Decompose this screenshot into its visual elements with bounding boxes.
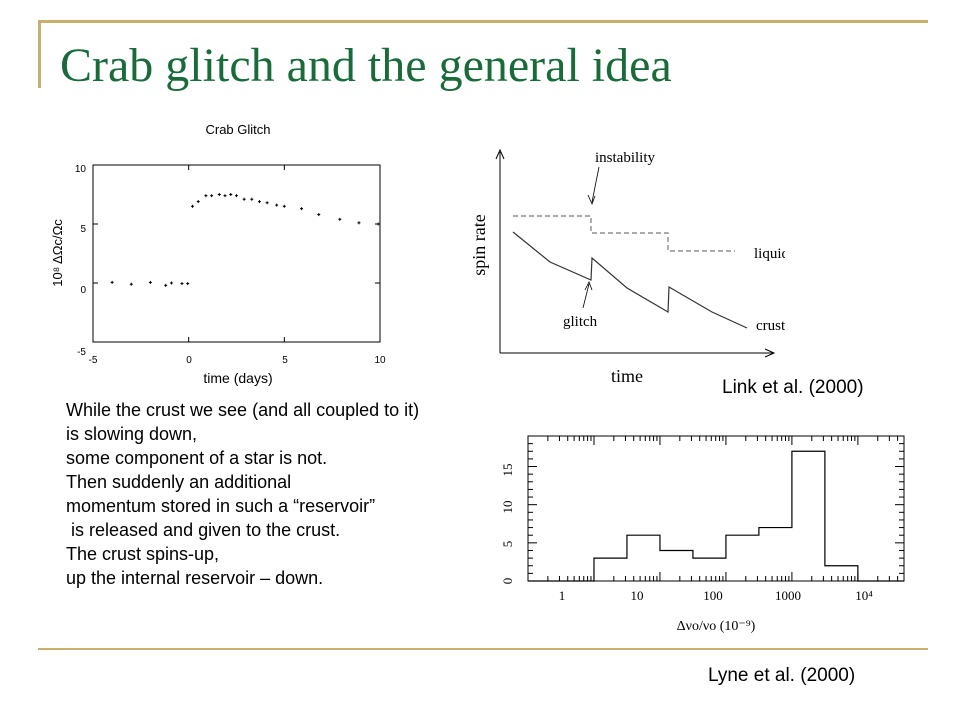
hist-xtick-1000: 1000 <box>775 588 801 603</box>
instability-label: instability <box>595 150 656 166</box>
text-line: The crust spins-up, <box>66 544 220 564</box>
data-point <box>217 193 221 196</box>
liquid-label: liquid <box>754 246 785 262</box>
crab-xtick-5: 5 <box>282 355 288 366</box>
data-point <box>204 194 208 198</box>
data-point <box>250 197 254 201</box>
hist-step-line <box>528 450 904 582</box>
data-point <box>282 204 286 208</box>
data-point <box>169 281 173 285</box>
model-xlabel: time <box>611 366 643 386</box>
crab-plot-frame <box>92 164 381 343</box>
data-point <box>196 200 200 204</box>
data-point <box>164 283 168 287</box>
hist-ytick-5: 5 <box>500 541 515 548</box>
slide-title: Crab glitch and the general idea <box>60 39 672 92</box>
hist-ticks <box>527 435 905 582</box>
data-point <box>110 280 114 284</box>
glitch-arrow <box>582 281 593 309</box>
citation-lyne: Lyne et al. (2000) <box>708 665 856 686</box>
data-point <box>242 197 246 201</box>
model-x-arrow <box>764 348 776 358</box>
data-point <box>129 282 133 286</box>
data-point <box>190 204 194 208</box>
data-point <box>265 201 269 205</box>
data-point <box>275 203 279 207</box>
hist-xtick-100: 100 <box>703 588 723 603</box>
hist-xtick-10000: 10⁴ <box>855 588 873 603</box>
explanation-text: While the crust we see (and all coupled … <box>66 398 419 590</box>
crab-ytick-neg5: -5 <box>77 347 86 358</box>
text-line: While the crust we see (and all coupled … <box>66 400 420 420</box>
glitch-label: glitch <box>563 314 598 330</box>
crab-chart-title: Crab Glitch <box>205 122 270 137</box>
instability-arrow <box>587 166 600 206</box>
hist-ytick-15: 15 <box>500 464 515 477</box>
model-y-arrow <box>495 148 505 160</box>
data-point <box>357 221 361 225</box>
crust-label: crust <box>756 318 785 334</box>
crab-data-points <box>110 193 380 287</box>
data-point <box>229 193 233 196</box>
crust-curve <box>512 231 748 329</box>
bottom-rule <box>38 648 928 650</box>
top-rule <box>38 20 928 23</box>
model-ylabel: spin rate <box>469 214 489 275</box>
citation-link: Link et al. (2000) <box>722 377 864 398</box>
crab-glitch-chart: Crab Glitch 10 5 0 -5 -5 0 5 10 time (da… <box>50 122 386 386</box>
crab-xtick-0: 0 <box>186 355 192 366</box>
left-rule <box>38 20 41 88</box>
hist-xtick-10: 10 <box>631 588 644 603</box>
glitch-size-histogram: 0 5 10 15 1 10 100 1000 10⁴ Δνo/νo (10⁻⁹… <box>500 435 905 634</box>
crab-xlabel: time (days) <box>203 370 272 386</box>
data-point <box>235 194 238 198</box>
data-point <box>210 194 214 198</box>
text-line: some component of a star is not. <box>66 448 328 468</box>
data-point <box>300 207 304 211</box>
liquid-curve <box>513 215 735 252</box>
crab-ytick-10: 10 <box>75 164 87 175</box>
text-line: up the internal reservoir – down. <box>66 568 324 588</box>
text-line: momentum stored in such a “reservoir” <box>66 496 376 516</box>
data-point <box>223 194 227 198</box>
crab-ytick-5: 5 <box>80 224 86 235</box>
hist-xtick-1: 1 <box>559 588 566 603</box>
data-point <box>180 282 184 286</box>
text-line: is slowing down, <box>66 424 198 444</box>
data-point <box>317 213 321 217</box>
crab-xtick-neg5: -5 <box>89 355 98 366</box>
crab-ticks <box>92 164 381 343</box>
text-line: Then suddenly an additional <box>66 472 292 492</box>
crab-xtick-10: 10 <box>374 355 386 366</box>
spin-rate-model-diagram: instability liquid glitch crust time spi… <box>469 148 785 386</box>
hist-frame <box>527 435 905 582</box>
data-point <box>257 200 261 204</box>
data-point <box>148 280 152 284</box>
text-line: is released and given to the crust. <box>66 520 341 540</box>
hist-xlabel: Δνo/νo (10⁻⁹) <box>677 619 756 634</box>
hist-ytick-0: 0 <box>500 578 515 585</box>
data-point <box>376 222 380 226</box>
data-point <box>338 217 342 221</box>
crab-ylabel: 10⁸ ΔΩc/Ωc <box>50 219 65 287</box>
crab-ytick-0: 0 <box>80 285 86 296</box>
data-point <box>186 282 190 286</box>
hist-ytick-10: 10 <box>500 501 515 514</box>
